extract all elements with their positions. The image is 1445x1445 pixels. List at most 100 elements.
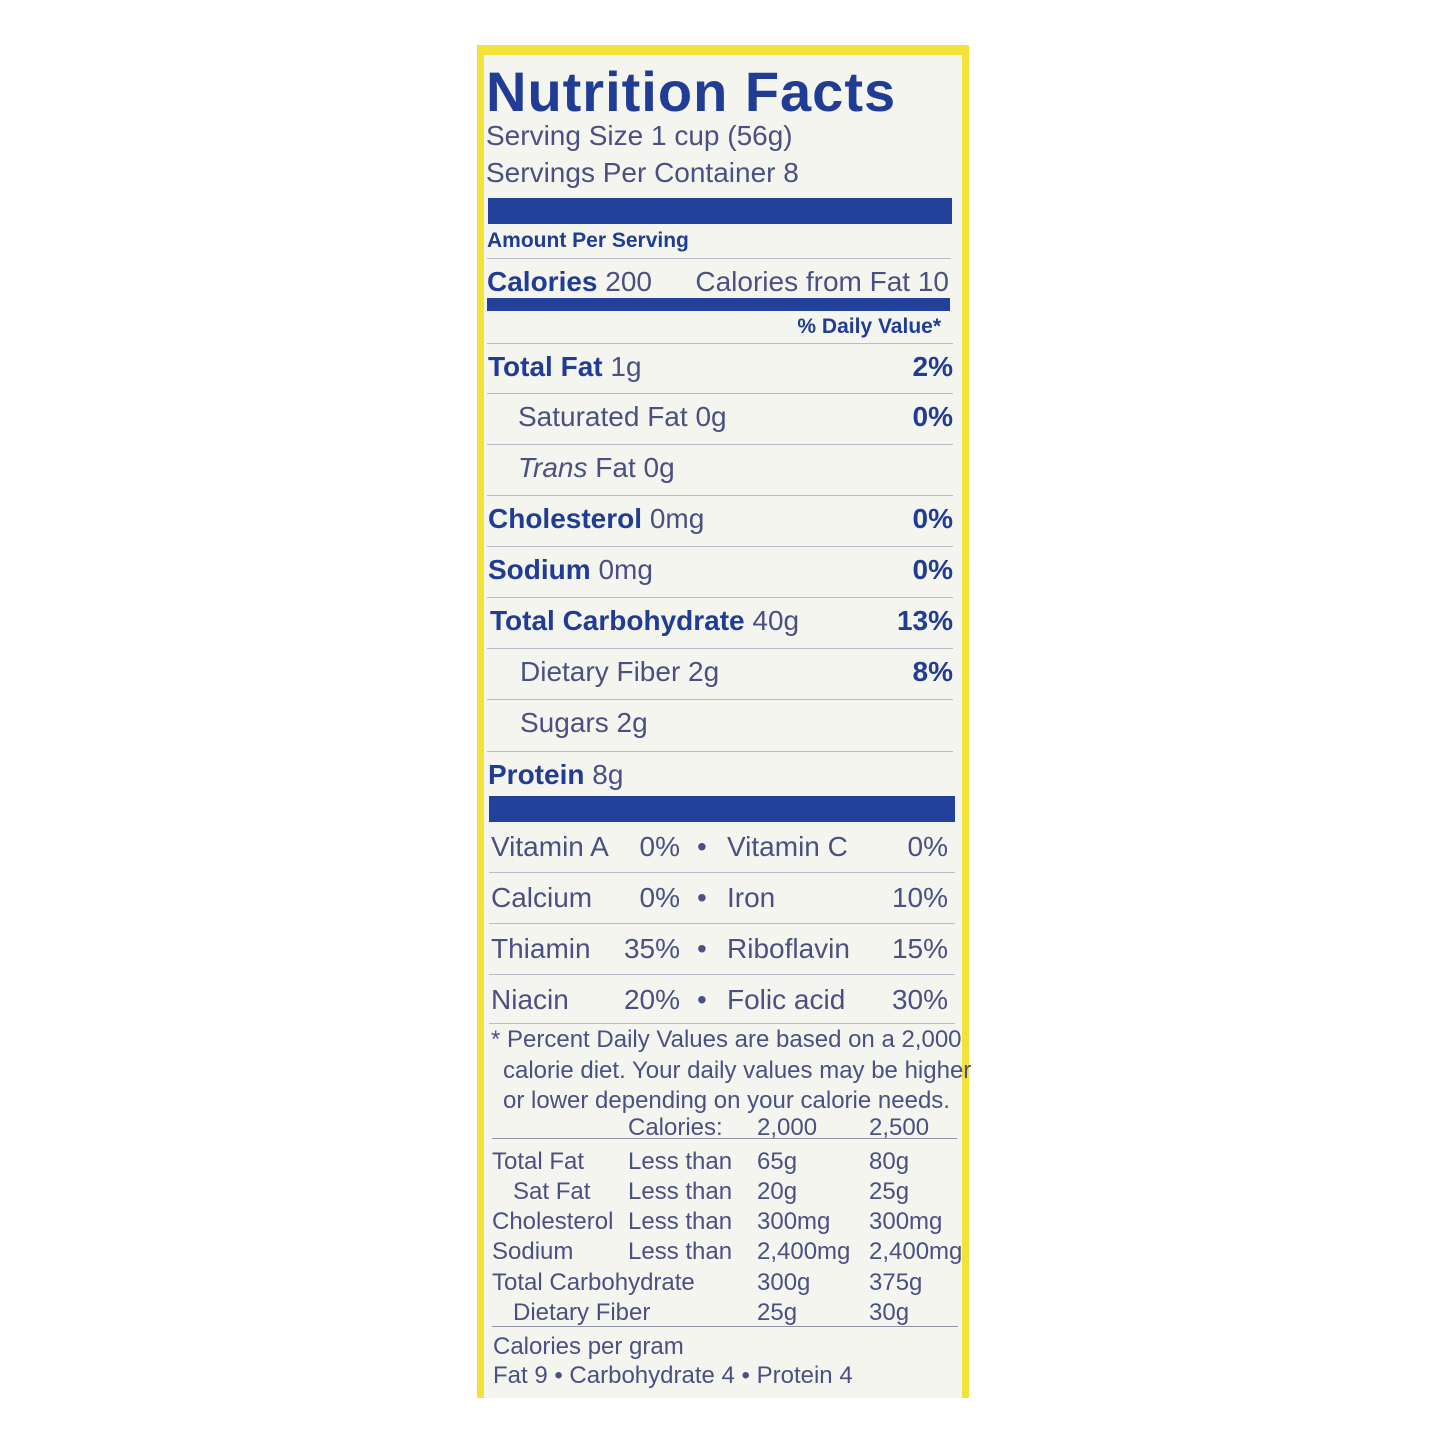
servings-per-container: Servings Per Container 8 — [486, 157, 799, 188]
nutrient-amount: 8g — [592, 759, 624, 790]
dv-table-cell: 300mg — [869, 1208, 943, 1235]
vitamin-name: Thiamin — [491, 933, 591, 964]
dv-table-cell: 25g — [757, 1299, 798, 1326]
nutrient-row: Dietary Fiber 2g — [520, 655, 719, 689]
vitamin-name: Iron — [727, 882, 776, 913]
dv-table-cell: Less than — [628, 1148, 733, 1175]
title: Nutrition Facts — [486, 60, 897, 123]
nutrient-label: Cholesterol — [488, 503, 643, 534]
divider — [489, 974, 955, 975]
divider — [492, 1138, 957, 1139]
divider — [487, 648, 953, 649]
vitamin-percent: 0% — [907, 831, 948, 862]
dv-table-cell: 65g — [757, 1148, 798, 1175]
footnote-line: calorie diet. Your daily values may be h… — [503, 1057, 972, 1084]
calories-per-gram: Calories per gram — [493, 1333, 684, 1360]
vitamin-name: Riboflavin — [727, 933, 850, 964]
divider — [487, 751, 953, 752]
dv-table-cell: 25g — [869, 1178, 910, 1205]
bullet: • — [697, 933, 707, 964]
dv-table-cell: Less than — [628, 1208, 733, 1235]
dv-table-cell: 20g — [757, 1178, 798, 1205]
bullet: • — [697, 831, 707, 862]
divider — [489, 923, 955, 924]
label-panel — [484, 55, 962, 1398]
dv-table-cell: 300mg — [757, 1208, 831, 1235]
footnote-line: or lower depending on your calorie needs… — [503, 1087, 950, 1114]
dv-table-cell: Total Carbohydrate — [492, 1269, 695, 1296]
vitamin-percent: 0% — [639, 831, 680, 862]
vitamin-percent: 20% — [623, 984, 680, 1015]
divider — [487, 444, 953, 445]
vitamin-name: Vitamin C — [727, 831, 848, 862]
nutrient-label: Trans — [518, 452, 588, 483]
dv-table-cell: Dietary Fiber — [513, 1299, 651, 1326]
nutrient-amount: 0mg — [649, 503, 705, 534]
dv-table-cell: Total Fat — [492, 1148, 585, 1175]
divider — [492, 1326, 958, 1327]
nutrient-daily-value: 2% — [912, 351, 953, 382]
dv-table-cell: Less than — [628, 1238, 733, 1265]
vitamin-name: Vitamin A — [491, 831, 609, 862]
nutrient-daily-value: 0% — [912, 503, 953, 534]
serving-size: Serving Size 1 cup (56g) — [486, 120, 793, 151]
footnote-line: * Percent Daily Values are based on a 2,… — [491, 1026, 962, 1053]
dv-table-cell: Sat Fat — [513, 1178, 591, 1205]
nutrient-row: Protein 8g — [488, 758, 623, 792]
dv-table-cell: 2,400mg — [757, 1238, 851, 1265]
bullet: • — [697, 984, 707, 1015]
dv-table-cell: Cholesterol — [492, 1208, 614, 1235]
nutrient-label: Dietary Fiber — [520, 656, 681, 687]
nutrient-row: Trans Fat 0g — [518, 451, 675, 485]
calories-from-fat: Calories from Fat 10 — [695, 266, 949, 297]
nutrient-daily-value: 13% — [896, 605, 953, 636]
thick-divider — [488, 198, 952, 224]
nutrient-daily-value: 0% — [912, 401, 953, 432]
divider — [489, 1023, 955, 1024]
nutrient-row: Total Fat 1g — [488, 350, 642, 384]
divider — [487, 546, 953, 547]
dv-table-header: 2,000 — [757, 1114, 818, 1141]
nutrient-label: Total Carbohydrate — [490, 605, 745, 636]
daily-value-header: % Daily Value* — [797, 315, 941, 338]
dv-table-cell: 2,400mg — [869, 1238, 963, 1265]
divider — [487, 597, 953, 598]
divider — [487, 343, 953, 344]
vitamin-name: Calcium — [491, 882, 593, 913]
vitamin-percent: 15% — [891, 933, 948, 964]
nutrient-amount: 0mg — [598, 554, 653, 585]
nutrient-row: Saturated Fat 0g — [518, 400, 727, 434]
nutrient-label: Sodium — [488, 554, 591, 585]
calories-value: 200 — [605, 266, 652, 297]
nutrient-row: Sugars 2g — [520, 706, 648, 740]
dv-table-cell: 300g — [757, 1269, 811, 1296]
vitamin-name: Niacin — [491, 984, 569, 1015]
divider — [487, 699, 953, 700]
vitamin-percent: 35% — [623, 933, 680, 964]
calories-label: Calories — [487, 266, 598, 297]
amount-per-serving: Amount Per Serving — [487, 229, 689, 252]
calories-row: Calories 200 — [487, 265, 652, 299]
nutrient-daily-value: 8% — [912, 656, 953, 687]
nutrient-label: Protein — [488, 759, 585, 790]
nutrient-amount: 0g — [695, 401, 727, 432]
nutrient-row: Sodium 0mg — [488, 553, 653, 587]
vitamin-percent: 30% — [891, 984, 948, 1015]
dv-table-header: Calories: — [628, 1114, 723, 1141]
nutrient-label: Saturated Fat — [518, 401, 688, 432]
vitamin-percent: 10% — [891, 882, 948, 913]
dv-table-cell: 30g — [869, 1299, 910, 1326]
dv-table-cell: Sodium — [492, 1238, 574, 1265]
calories-per-gram-values: Fat 9 • Carbohydrate 4 • Protein 4 — [493, 1362, 853, 1389]
thick-divider — [489, 796, 955, 822]
vitamin-percent: 0% — [639, 882, 680, 913]
nutrient-label: Sugars — [520, 707, 609, 738]
vitamin-name: Folic acid — [727, 984, 846, 1015]
divider — [487, 258, 951, 259]
medium-divider — [487, 298, 950, 311]
dv-table-cell: 375g — [869, 1269, 923, 1296]
dv-table-cell: 80g — [869, 1148, 910, 1175]
nutrient-row: Cholesterol 0mg — [488, 502, 704, 536]
nutrient-amount: 40g — [752, 605, 800, 636]
divider — [489, 872, 955, 873]
